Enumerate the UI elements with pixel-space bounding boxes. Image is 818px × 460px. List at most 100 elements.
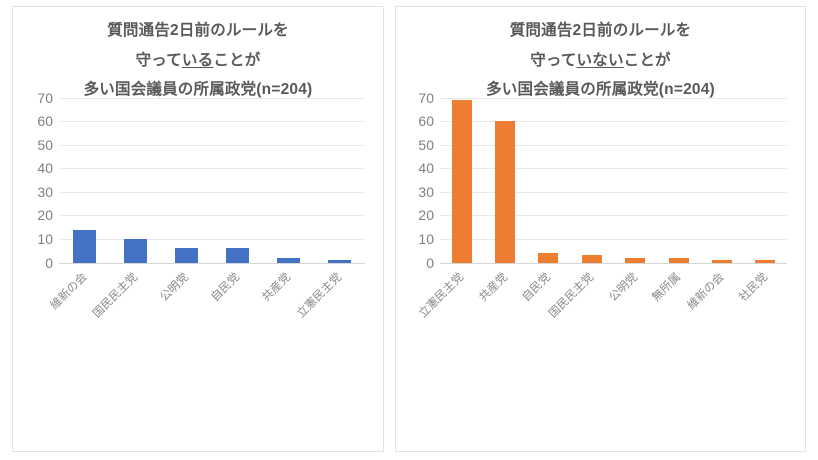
title-left-line2-pre: 守って [135, 51, 182, 69]
plot-wrapper-right: 70 60 50 40 30 20 10 0 立憲民主党 共産党 自民党 国民民主党 公明党 無所属 維新… [417, 90, 787, 359]
y-axis-tick-20: 20 [418, 207, 434, 224]
y-axis-tick-70: 70 [37, 89, 53, 106]
y-axis-tick-50: 50 [418, 136, 434, 153]
gridline-20 [59, 215, 365, 217]
chart-title-right-line3: 多い国会議員の所属政党(n=204) [486, 81, 715, 98]
y-axis-tick-40: 40 [418, 160, 434, 177]
bar-維新の会[interactable] [711, 260, 732, 263]
x-axis-label-維新の会: 維新の会 [48, 270, 90, 312]
x-axis-label-立憲民主党: 立憲民主党 [417, 270, 467, 320]
y-axis-tick-70: 70 [418, 89, 434, 106]
bar-slot [657, 98, 700, 263]
y-axis-tick-10: 10 [418, 230, 434, 247]
chart-title-left-line1: 質問通告2日前のルールを [107, 22, 289, 39]
bar-slot [212, 98, 263, 263]
y-axis-tick-0: 0 [45, 254, 53, 271]
gridline-10 [440, 238, 787, 240]
gridline-60 [59, 121, 365, 123]
bar-自民党[interactable] [538, 253, 559, 263]
y-axis-tick-0: 0 [426, 254, 434, 271]
x-label-slot: 共産党 [477, 263, 526, 359]
y-axis-tick-30: 30 [418, 183, 434, 200]
plot-wrapper-left: 70 60 50 40 30 20 10 0 維新の会 国民民主党 公明党 自民党 共産党 立憲民主党 [37, 90, 365, 359]
bar-slot [440, 98, 483, 263]
gridline-40 [59, 168, 365, 170]
chart-panel-left: 質問通告2日前のルールを 守っていることが 多い国会議員の所属政党(n=204)… [12, 6, 384, 452]
x-axis-label-自民党: 自民党 [209, 270, 243, 304]
bar-group [440, 98, 787, 263]
bar-無所属[interactable] [668, 257, 689, 263]
y-axis-tick-30: 30 [37, 183, 53, 200]
x-label-slot: 立憲民主党 [417, 263, 483, 359]
x-label-slot: 公明党 [607, 263, 657, 359]
gridline-0 [59, 262, 365, 264]
bar-国民民主党[interactable] [581, 255, 602, 263]
bar-公明党[interactable] [174, 248, 199, 263]
x-label-slot: 社民党 [737, 263, 787, 359]
bar-slot [744, 98, 787, 263]
bar-slot [110, 98, 161, 263]
chart-title-left-line3: 多い国会議員の所属政党(n=204) [83, 81, 313, 98]
gridline-70 [59, 97, 365, 99]
title-right-line2-post: ことが [623, 51, 671, 69]
y-axis-tick-60: 60 [37, 113, 53, 130]
gridline-30 [59, 191, 365, 193]
gridline-70 [440, 97, 787, 99]
bar-slot [700, 98, 743, 263]
bar-社民党[interactable] [755, 260, 776, 263]
gridline-20 [440, 215, 787, 217]
chart-title-left-line2: 守っていることが [13, 51, 383, 69]
chart-title-right-line1: 質問通告2日前のルールを [509, 22, 692, 39]
x-axis-labels-right: 立憲民主党 共産党 自民党 国民民主党 公明党 無所属 維新の会 社民党 [417, 263, 787, 359]
y-axis-tick-20: 20 [37, 207, 53, 224]
bar-group [59, 98, 365, 263]
chart-panel-right: 質問通告2日前のルールを 守っていないことが 多い国会議員の所属政党(n=204… [395, 6, 806, 452]
bar-slot [314, 98, 365, 263]
bar-共産党[interactable] [495, 121, 516, 263]
bar-slot [614, 98, 657, 263]
title-left-line2-post: ことが [213, 51, 261, 69]
bar-slot [263, 98, 314, 263]
x-label-slot: 公明党 [158, 263, 212, 359]
x-axis-labels-left: 維新の会 国民民主党 公明党 自民党 共産党 立憲民主党 [48, 263, 365, 359]
gridline-10 [59, 238, 365, 240]
title-right-line2-pre: 守って [530, 51, 577, 69]
title-right-line2-underline: いない [576, 51, 624, 69]
y-axis-tick-40: 40 [37, 160, 53, 177]
plot-area-right: 70 60 50 40 30 20 10 0 [418, 90, 787, 271]
bar-slot [161, 98, 212, 263]
plot-area-left: 70 60 50 40 30 20 10 0 [37, 90, 365, 271]
bar-共産党[interactable] [276, 257, 301, 263]
x-label-slot: 自民党 [209, 263, 263, 359]
bar-国民民主党[interactable] [123, 238, 148, 263]
bar-立憲民主党[interactable] [451, 99, 472, 263]
x-axis-label-公明党: 公明党 [158, 270, 192, 304]
y-axis-tick-10: 10 [37, 230, 53, 247]
gridline-0 [440, 262, 787, 264]
bar-立憲民主党[interactable] [327, 260, 352, 263]
x-axis-label-共産党: 共産党 [260, 270, 294, 304]
y-axis-tick-50: 50 [37, 136, 53, 153]
bar-slot [483, 98, 526, 263]
y-axis-tick-60: 60 [418, 113, 434, 130]
bar-slot [59, 98, 110, 263]
x-label-slot: 立憲民主党 [295, 263, 365, 359]
gridline-50 [59, 144, 365, 146]
x-label-slot: 国民民主党 [547, 263, 613, 359]
gridline-40 [440, 168, 787, 170]
gridline-50 [440, 144, 787, 146]
chart-title-right: 質問通告2日前のルールを 守っていないことが 多い国会議員の所属政党(n=204… [396, 7, 805, 98]
title-left-line2-underline: いる [181, 51, 214, 69]
gridline-30 [440, 191, 787, 193]
bar-slot [527, 98, 570, 263]
bar-slot [570, 98, 613, 263]
x-label-slot: 国民民主党 [91, 263, 161, 359]
chart-title-left: 質問通告2日前のルールを 守っていることが 多い国会議員の所属政党(n=204) [13, 7, 383, 98]
gridline-60 [440, 121, 787, 123]
bar-維新の会[interactable] [72, 229, 97, 263]
x-label-slot: 維新の会 [686, 263, 743, 359]
bar-自民党[interactable] [225, 248, 250, 263]
chart-title-right-line2: 守っていないことが [396, 51, 805, 69]
bar-公明党[interactable] [625, 257, 646, 263]
